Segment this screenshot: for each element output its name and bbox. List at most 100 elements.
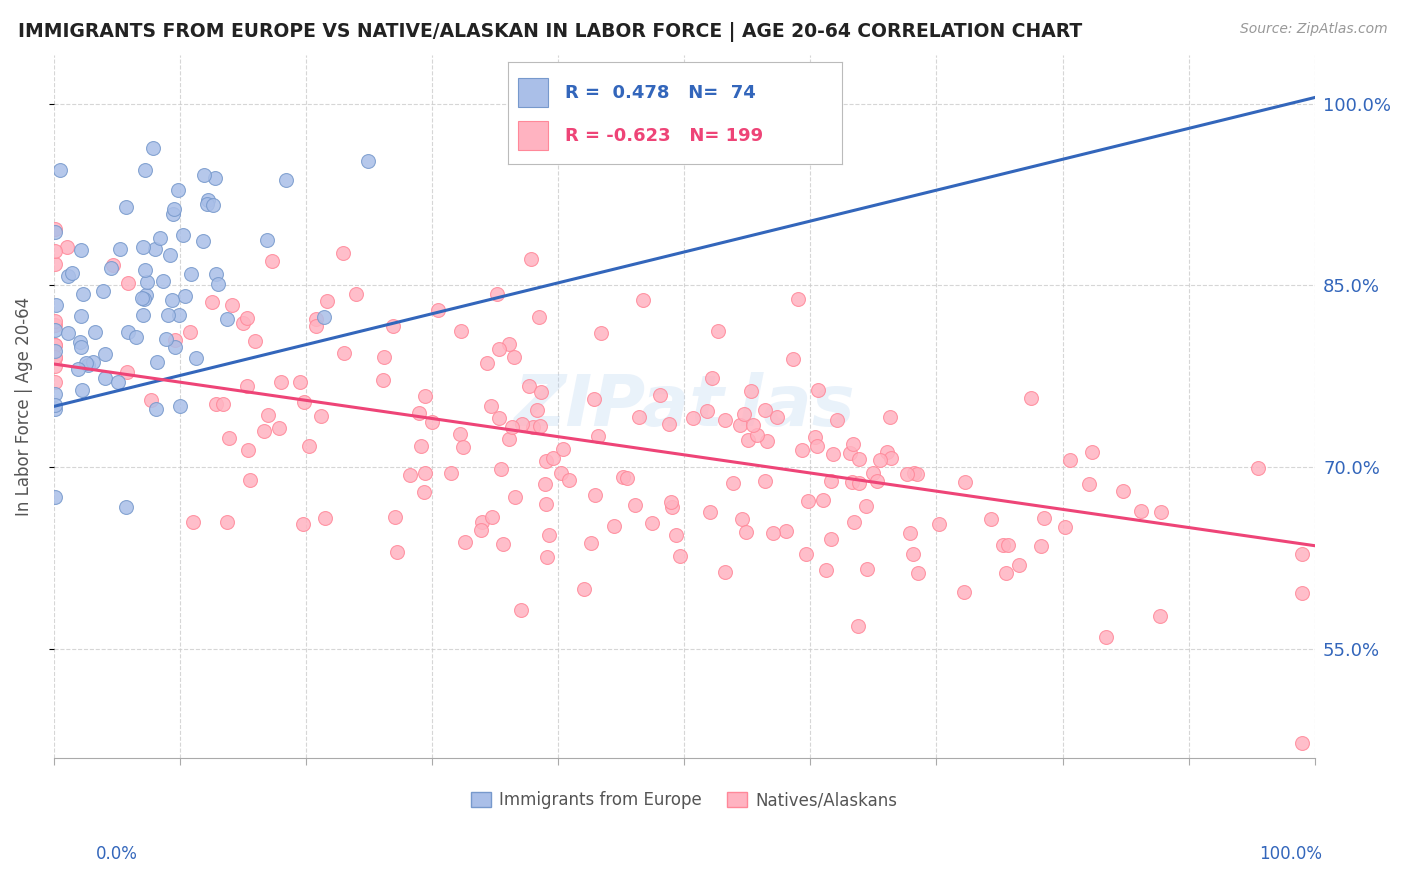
Point bbox=[557, 474, 579, 488]
Point bbox=[357, 153, 380, 168]
Point bbox=[84, 325, 107, 339]
Point bbox=[980, 511, 1002, 525]
Point bbox=[787, 292, 810, 306]
Point bbox=[820, 532, 842, 546]
Point bbox=[454, 535, 477, 549]
Point bbox=[399, 467, 422, 482]
Point bbox=[742, 417, 765, 432]
Point bbox=[70, 309, 93, 323]
Point bbox=[700, 370, 723, 384]
Point bbox=[1008, 558, 1031, 572]
Point bbox=[204, 397, 226, 411]
Point bbox=[714, 565, 737, 579]
Point bbox=[134, 162, 156, 177]
Point bbox=[44, 323, 66, 337]
Point bbox=[256, 233, 278, 247]
Point bbox=[806, 383, 828, 397]
Point bbox=[501, 420, 523, 434]
Point bbox=[714, 413, 737, 427]
Point bbox=[212, 397, 235, 411]
Point bbox=[953, 475, 976, 489]
Point bbox=[1291, 736, 1313, 750]
Y-axis label: In Labor Force | Age 20-64: In Labor Force | Age 20-64 bbox=[15, 297, 32, 516]
Point bbox=[762, 526, 785, 541]
Point bbox=[408, 405, 430, 419]
Point bbox=[498, 433, 520, 447]
Point bbox=[997, 538, 1019, 552]
Point bbox=[449, 427, 471, 442]
Point bbox=[541, 451, 564, 466]
Legend: Immigrants from Europe, Natives/Alaskans: Immigrants from Europe, Natives/Alaskans bbox=[464, 785, 904, 816]
Point bbox=[131, 240, 153, 254]
Point bbox=[648, 388, 671, 402]
Point bbox=[382, 318, 405, 333]
Point bbox=[733, 407, 755, 421]
Point bbox=[876, 445, 898, 459]
Point bbox=[49, 163, 72, 178]
Point bbox=[756, 434, 779, 448]
Point bbox=[387, 545, 409, 559]
Point bbox=[167, 183, 190, 197]
Point bbox=[115, 200, 138, 214]
Point bbox=[641, 516, 664, 530]
Point bbox=[813, 493, 835, 508]
Point bbox=[994, 566, 1017, 580]
Point bbox=[848, 451, 870, 466]
Point bbox=[76, 356, 98, 370]
Point bbox=[44, 490, 66, 504]
Point bbox=[371, 373, 394, 387]
Point bbox=[44, 314, 66, 328]
Point bbox=[152, 274, 174, 288]
Point bbox=[215, 311, 238, 326]
Point bbox=[332, 346, 354, 360]
Point bbox=[1095, 630, 1118, 644]
Point bbox=[141, 392, 163, 407]
Point bbox=[413, 389, 436, 403]
Point bbox=[44, 387, 66, 401]
Point bbox=[579, 536, 602, 550]
Point bbox=[44, 338, 66, 352]
Point bbox=[253, 424, 276, 438]
Point bbox=[728, 418, 751, 433]
Point bbox=[1129, 504, 1152, 518]
Point bbox=[661, 500, 683, 515]
Point bbox=[699, 505, 721, 519]
Point bbox=[825, 412, 848, 426]
Point bbox=[191, 235, 214, 249]
Point bbox=[820, 474, 842, 488]
Point bbox=[305, 312, 328, 326]
Point bbox=[82, 355, 104, 369]
Point bbox=[814, 563, 837, 577]
Point bbox=[628, 410, 651, 425]
Point bbox=[179, 325, 201, 339]
Point bbox=[624, 499, 647, 513]
Point bbox=[536, 454, 558, 468]
Point bbox=[201, 294, 224, 309]
Point bbox=[898, 525, 921, 540]
Point bbox=[745, 427, 768, 442]
Point bbox=[288, 375, 311, 389]
Point bbox=[232, 316, 254, 330]
Point bbox=[1019, 391, 1042, 405]
Point bbox=[165, 333, 187, 347]
Point bbox=[276, 172, 298, 186]
Point bbox=[696, 404, 718, 418]
Point bbox=[44, 359, 66, 373]
Point bbox=[488, 342, 510, 356]
Point bbox=[344, 286, 367, 301]
Point bbox=[589, 326, 612, 340]
Point bbox=[298, 439, 321, 453]
Point bbox=[520, 252, 543, 266]
Point bbox=[193, 168, 215, 182]
Point bbox=[803, 430, 825, 444]
Point bbox=[44, 401, 66, 416]
Point bbox=[846, 619, 869, 633]
Point bbox=[479, 399, 502, 413]
Point bbox=[309, 409, 332, 424]
Point bbox=[217, 516, 239, 530]
Point bbox=[510, 417, 533, 431]
Point bbox=[292, 395, 315, 409]
Point bbox=[907, 566, 929, 580]
Point bbox=[991, 538, 1014, 552]
Point bbox=[862, 466, 884, 480]
